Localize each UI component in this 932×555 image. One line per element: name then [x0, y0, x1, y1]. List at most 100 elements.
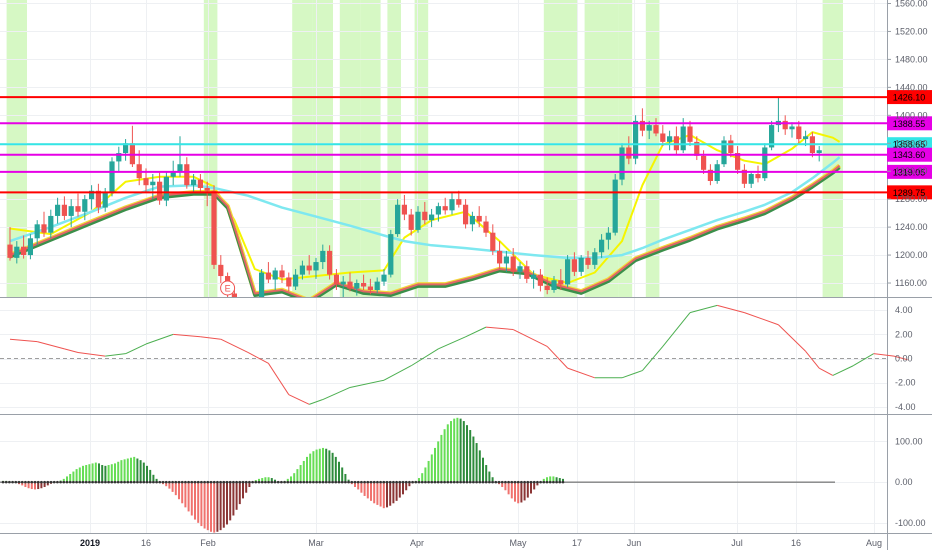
hist-dot-160: [513, 480, 517, 484]
hist-dot-145: [465, 480, 469, 484]
level-label-bg-5: [887, 185, 932, 200]
candle-body: [408, 214, 414, 230]
hist-dot-64: [206, 480, 210, 484]
candle-0: [7, 227, 13, 261]
earnings-marker[interactable]: [220, 280, 236, 296]
hist-bar-118: [379, 482, 382, 507]
hist-dot-149: [478, 480, 482, 484]
osc-tick-label-1: 2.00: [895, 329, 913, 339]
candle-33: [231, 290, 237, 297]
candle-64: [442, 197, 448, 215]
candle-body: [531, 274, 537, 279]
level-label-0: 1426.10: [893, 93, 926, 103]
hist-dot-59: [190, 480, 194, 484]
osc-segment-14: [309, 399, 323, 405]
candle-31: [218, 255, 224, 284]
candle-52: [361, 274, 367, 291]
hist-bar-117: [376, 482, 379, 505]
candle-body: [95, 190, 101, 208]
candle-body: [639, 120, 645, 131]
hist-dot-69: [222, 480, 226, 484]
candle-body: [286, 277, 292, 287]
osc-segment-5: [105, 353, 126, 357]
candle-body: [143, 178, 149, 186]
hist-bar-111: [357, 482, 360, 490]
hist-dot-164: [526, 480, 530, 484]
hist-dot-97: [312, 480, 315, 484]
candle-body: [102, 192, 108, 208]
price-tick-label-4: 1400.00: [895, 110, 928, 120]
hist-dot-53: [171, 480, 174, 484]
candle-body: [381, 274, 387, 282]
candle-54: [374, 277, 380, 293]
hist-dot-33: [107, 480, 110, 484]
hist-bar-171: [549, 476, 552, 483]
candle-body: [204, 187, 210, 191]
hist-dot-166: [532, 480, 536, 484]
candle-body: [503, 256, 509, 264]
osc-segment-31: [744, 312, 779, 326]
candle-72: [497, 241, 503, 270]
candle-109: [748, 171, 754, 188]
candle-83: [571, 252, 577, 277]
osc-segment-37: [873, 353, 895, 357]
hist-dot-119: [382, 480, 386, 484]
hist-dot-76: [244, 480, 248, 484]
osc-segment-11: [247, 352, 269, 364]
hist-bar-122: [392, 482, 395, 504]
hist-dot-55: [177, 480, 181, 484]
candle-body: [585, 257, 591, 265]
candle-77: [531, 270, 537, 289]
candle-4: [34, 220, 40, 246]
level-label-bg-4: [887, 164, 932, 179]
candle-body: [626, 147, 632, 159]
candle-body: [701, 155, 707, 170]
hist-dot-43: [139, 480, 142, 484]
hist-bar-76: [245, 482, 248, 493]
candle-body: [279, 270, 285, 278]
hist-dot-134: [430, 480, 434, 484]
hist-dot-88: [283, 480, 286, 484]
candle-body: [367, 286, 373, 291]
candle-28: [197, 174, 203, 193]
hist-dot-3: [11, 480, 14, 484]
hist-bar-37: [120, 460, 123, 483]
candle-11: [82, 194, 88, 221]
candle-112: [769, 120, 775, 151]
highlight-zone-2: [292, 0, 313, 297]
price-tick-label-3: 1440.00: [895, 82, 928, 92]
candle-body: [75, 206, 81, 212]
candle-body: [218, 264, 224, 277]
hist-dot-144: [462, 480, 466, 484]
hist-dot-26: [84, 480, 88, 484]
hist-bar-130: [418, 478, 420, 483]
hist-dot-21: [68, 480, 72, 484]
candle-42: [293, 269, 299, 291]
candle-body: [551, 280, 557, 291]
hist-dot-5: [17, 480, 21, 484]
hist-bar-105: [338, 461, 340, 483]
hist-dot-150: [481, 480, 485, 484]
level-label-3: 1343.60: [893, 150, 926, 160]
hist-bar-131: [421, 473, 424, 483]
hist-bar-166: [533, 482, 536, 490]
candle-47: [327, 245, 333, 280]
hist-dot-74: [238, 480, 242, 484]
hist-dot-117: [376, 480, 379, 484]
candle-66: [456, 190, 462, 208]
osc-tick-label-4: -4.00: [895, 402, 916, 412]
candle-body: [299, 265, 305, 275]
candle-116: [796, 120, 802, 144]
hist-bar-27: [88, 464, 91, 483]
highlight-zone-0: [6, 0, 27, 297]
hist-dot-132: [424, 480, 427, 484]
hist-dot-111: [356, 480, 360, 484]
candle-71: [490, 224, 496, 256]
candle-body: [68, 206, 74, 216]
hist-bar-125: [402, 482, 404, 495]
hist-bar-41: [133, 456, 136, 483]
hist-dot-31: [100, 480, 104, 484]
candle-body: [442, 206, 448, 211]
candle-body: [374, 281, 380, 291]
hist-dot-131: [420, 480, 424, 484]
